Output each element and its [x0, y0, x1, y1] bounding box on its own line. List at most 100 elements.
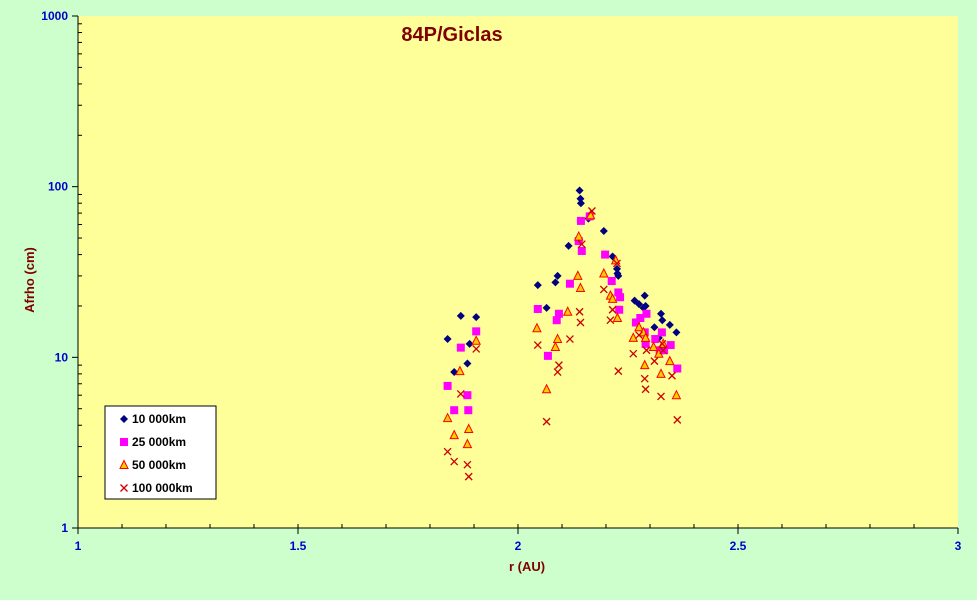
- data-point: [553, 271, 562, 280]
- data-point-stroke: [668, 371, 676, 380]
- x-tick-label: 2.5: [730, 539, 747, 553]
- data-point: [575, 307, 584, 316]
- data-point-stroke: [650, 357, 659, 366]
- data-point: [607, 293, 618, 303]
- data-point: [641, 339, 650, 348]
- data-point: [443, 381, 452, 390]
- data-point: [599, 285, 608, 294]
- data-point-stroke: [606, 316, 615, 325]
- data-point: [553, 368, 562, 377]
- data-point: [533, 281, 542, 290]
- data-point: [666, 341, 675, 350]
- data-point: [616, 293, 625, 302]
- data-point: [577, 240, 586, 249]
- data-point: [658, 339, 667, 348]
- data-point: [614, 288, 623, 297]
- data-point: [614, 367, 623, 376]
- data-point: [565, 279, 574, 288]
- data-point: [641, 301, 650, 310]
- x-tick-label: 3: [955, 539, 962, 553]
- data-point: [573, 230, 584, 241]
- data-point: [642, 309, 651, 318]
- data-point-stroke: [614, 367, 623, 376]
- data-point-stroke: [608, 305, 617, 314]
- data-point: [471, 335, 482, 345]
- data-point: [462, 438, 473, 449]
- data-point: [629, 349, 638, 358]
- data-point-stroke: [464, 472, 473, 481]
- data-point: [648, 341, 659, 351]
- y-axis-label: Afrho (cm): [22, 247, 37, 313]
- data-point: [463, 359, 472, 368]
- data-point: [650, 357, 659, 366]
- data-point: [636, 314, 645, 323]
- data-point-stroke: [577, 240, 586, 249]
- data-point: [576, 199, 585, 208]
- data-point: [656, 368, 666, 378]
- data-point: [552, 316, 561, 325]
- legend-marker: [120, 484, 128, 492]
- data-point: [658, 316, 667, 325]
- y-tick-label: 1: [61, 521, 68, 535]
- data-point: [640, 374, 649, 383]
- chart-title: 84P/Giclas: [401, 24, 502, 46]
- data-point: [657, 392, 665, 401]
- data-point: [464, 406, 473, 415]
- data-point: [635, 300, 643, 309]
- data-point-stroke: [641, 385, 650, 394]
- data-point: [635, 331, 643, 340]
- data-point-stroke: [456, 390, 465, 398]
- data-point: [551, 278, 560, 287]
- data-point: [554, 309, 563, 318]
- data-point: [631, 318, 640, 327]
- data-point: [450, 457, 459, 466]
- data-point-stroke: [463, 460, 472, 469]
- data-point: [533, 304, 542, 313]
- data-point-stroke: [640, 374, 649, 383]
- data-point-stroke: [554, 361, 563, 370]
- data-point-stroke: [659, 346, 668, 355]
- data-point: [606, 316, 615, 325]
- data-point: [576, 216, 585, 225]
- data-point: [562, 306, 573, 316]
- x-tick-label: 2: [515, 539, 522, 553]
- data-point: [541, 383, 552, 394]
- data-point: [615, 305, 624, 314]
- data-point-stroke: [542, 417, 551, 426]
- data-point: [587, 207, 596, 215]
- data-point: [576, 194, 585, 203]
- data-point: [640, 291, 649, 300]
- data-point: [463, 423, 474, 434]
- data-point: [442, 412, 453, 423]
- legend-marker-stroke: [120, 484, 128, 492]
- data-point: [650, 323, 659, 332]
- data-point: [673, 415, 682, 424]
- data-point: [533, 341, 542, 350]
- data-point: [599, 226, 608, 235]
- x-tick-label: 1.5: [290, 539, 307, 553]
- data-point: [463, 391, 472, 400]
- data-point: [472, 327, 481, 336]
- data-point: [565, 335, 574, 343]
- data-point-stroke: [657, 392, 665, 401]
- data-point: [573, 270, 583, 280]
- legend-label: 100 000km: [132, 481, 193, 495]
- data-markers: [442, 186, 682, 481]
- data-point: [601, 250, 610, 259]
- data-point-stroke: [613, 259, 621, 268]
- data-point: [614, 271, 623, 280]
- data-point: [465, 339, 474, 348]
- data-point-stroke: [575, 307, 584, 316]
- data-point-stroke: [599, 285, 608, 294]
- data-point: [542, 303, 551, 312]
- x-axis-label: r (AU): [509, 559, 545, 574]
- data-point: [456, 343, 465, 352]
- data-point: [671, 389, 682, 400]
- data-point: [576, 318, 585, 327]
- data-point-stroke: [533, 341, 542, 350]
- legend-marker: [120, 438, 128, 446]
- series-4: [443, 207, 682, 481]
- data-point: [651, 335, 660, 344]
- data-point: [443, 447, 452, 456]
- data-point: [472, 344, 481, 353]
